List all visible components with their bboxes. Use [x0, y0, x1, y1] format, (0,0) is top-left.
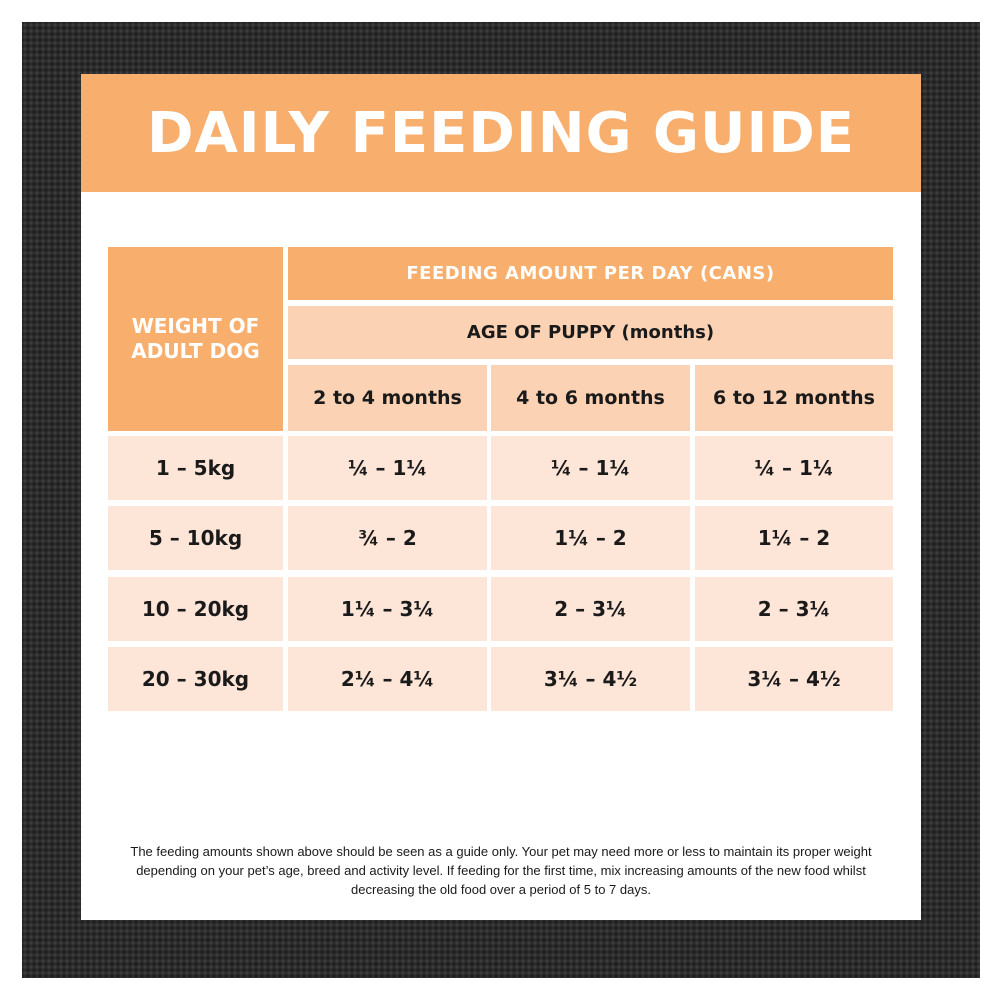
feeding-disclaimer-note: The feeding amounts shown above should b…	[130, 844, 872, 897]
age-column-header: 4 to 6 months	[491, 365, 690, 431]
amount-cell: 3¼ – 4½	[491, 647, 690, 711]
amount-cell: 3¼ – 4½	[695, 647, 893, 711]
age-column-header: 6 to 12 months	[695, 365, 893, 431]
amount-cell: 2 – 3¼	[491, 577, 690, 641]
page-title: DAILY FEEDING GUIDE	[146, 100, 856, 166]
amount-cell: 1¼ – 3¼	[288, 577, 487, 641]
feeding-amount-header: FEEDING AMOUNT PER DAY (CANS)	[288, 247, 893, 300]
amount-cell: 1¼ – 2	[491, 506, 690, 570]
amount-cell: ¼ – 1¼	[491, 436, 690, 500]
weight-cell: 5 – 10kg	[108, 506, 283, 570]
amount-cell: 1¼ – 2	[695, 506, 893, 570]
amount-cell: ¼ – 1¼	[288, 436, 487, 500]
age-of-puppy-header: AGE OF PUPPY (months)	[288, 306, 893, 359]
weight-cell: 1 – 5kg	[108, 436, 283, 500]
amount-cell: 2 – 3¼	[695, 577, 893, 641]
weight-cell: 10 – 20kg	[108, 577, 283, 641]
title-banner: DAILY FEEDING GUIDE	[81, 74, 921, 192]
age-column-header: 2 to 4 months	[288, 365, 487, 431]
amount-cell: ¼ – 1¼	[695, 436, 893, 500]
amount-cell: ¾ – 2	[288, 506, 487, 570]
weight-column-header: WEIGHT OF ADULT DOG	[108, 247, 283, 431]
amount-cell: 2¼ – 4¼	[288, 647, 487, 711]
feeding-guide-card: DAILY FEEDING GUIDE WEIGHT OF ADULT DOG …	[81, 74, 921, 920]
weight-cell: 20 – 30kg	[108, 647, 283, 711]
